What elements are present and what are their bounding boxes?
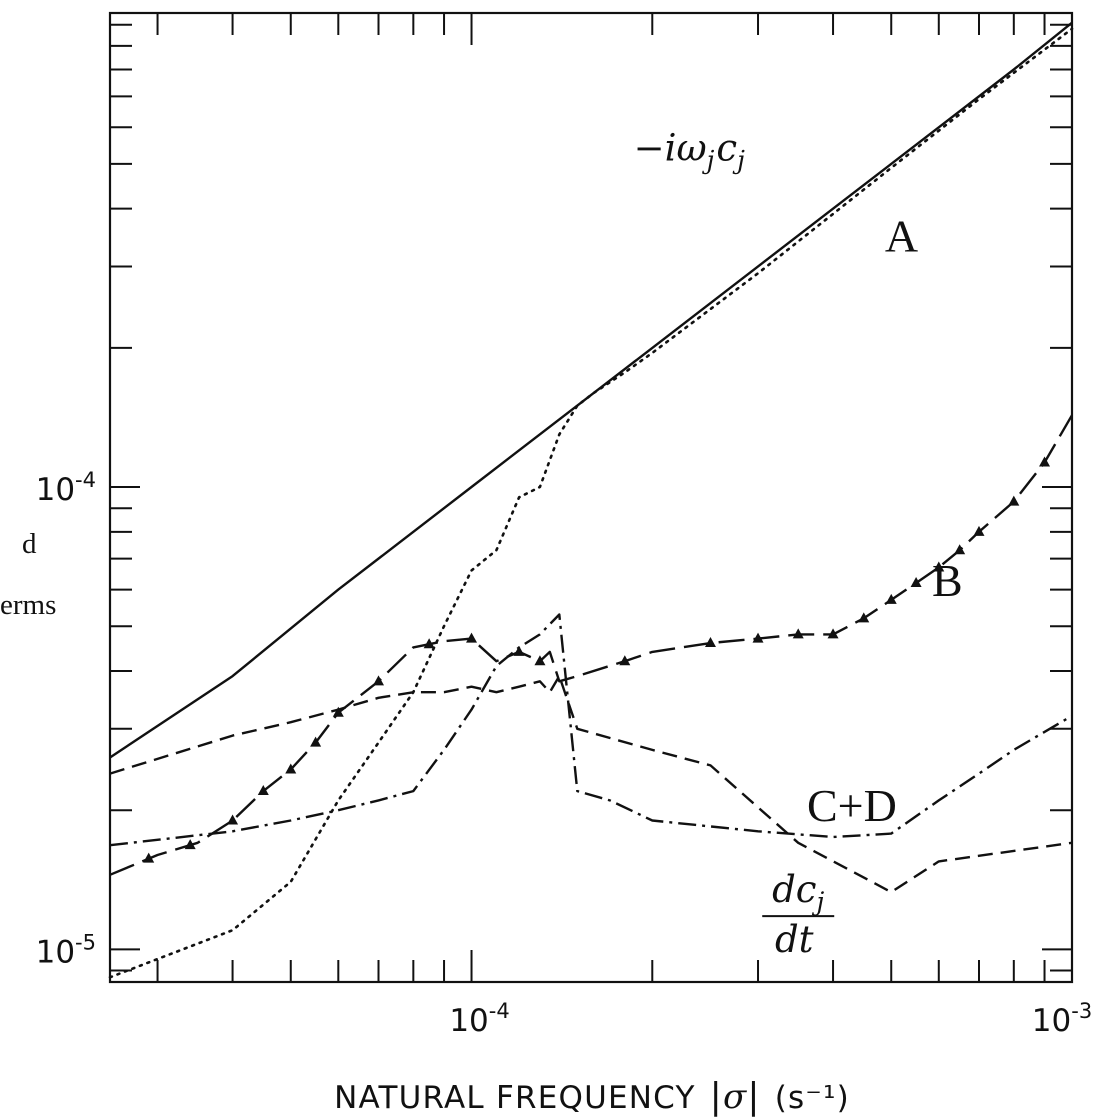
x-tick-label: 10-3 [1032, 999, 1092, 1039]
series-line-dashed [109, 674, 1073, 894]
series-layer [108, 21, 1074, 979]
y-tick-label: 10-5 [36, 930, 96, 970]
triangle-marker [534, 655, 546, 666]
y-axis-title-fragment: erms [0, 589, 56, 621]
triangle-marker [973, 525, 985, 536]
triangle-marker [954, 544, 966, 555]
triangle-marker [1039, 456, 1051, 467]
triangle-marker [933, 561, 945, 572]
triangle-marker [910, 577, 922, 588]
triangle-marker [227, 814, 239, 825]
triangle-marker [619, 655, 631, 666]
triangle-marker [792, 628, 804, 639]
x-axis-title: NATURAL FREQUENCY |σ| (s⁻¹) [334, 1076, 850, 1117]
tick-layer [110, 13, 1073, 982]
triangle-marker [466, 632, 478, 643]
series-line-solid [109, 21, 1073, 759]
y-tick-label: 10-4 [36, 468, 96, 508]
dc-dt-annotation: dcj dt [762, 868, 835, 961]
dc-dt-denominator: dt [775, 918, 814, 961]
triangle-marker [332, 706, 344, 717]
curve-label-b: B [932, 555, 963, 606]
triangle-marker [373, 675, 385, 686]
triangle-marker [513, 645, 525, 656]
dc-dt-numerator: dcj [772, 868, 824, 916]
x-tick-label: 10-4 [449, 999, 509, 1039]
omega-c-annotation: −iωjcj [634, 126, 746, 174]
triangle-marker [1008, 495, 1020, 506]
series-line-dotted [108, 27, 1074, 979]
curve-label-a: A [885, 210, 918, 261]
series-line-dash-dot [109, 613, 1073, 847]
triangle-marker [858, 612, 870, 623]
triangle-marker [285, 763, 297, 774]
triangle-marker [143, 852, 155, 863]
series-line-long-dash-triangle [109, 414, 1074, 876]
y-axis-title-fragment: d [22, 528, 37, 560]
plot-frame [108, 11, 1074, 984]
triangle-marker [423, 638, 435, 649]
curve-label-c-plus-d: C+D [807, 780, 897, 831]
triangle-marker [257, 785, 269, 796]
marker-layer [143, 456, 1051, 863]
triangle-marker [184, 839, 196, 850]
triangle-marker [827, 628, 839, 639]
triangle-marker [752, 632, 764, 643]
triangle-marker [310, 736, 322, 747]
triangle-marker [885, 593, 897, 604]
triangle-marker [704, 636, 716, 647]
